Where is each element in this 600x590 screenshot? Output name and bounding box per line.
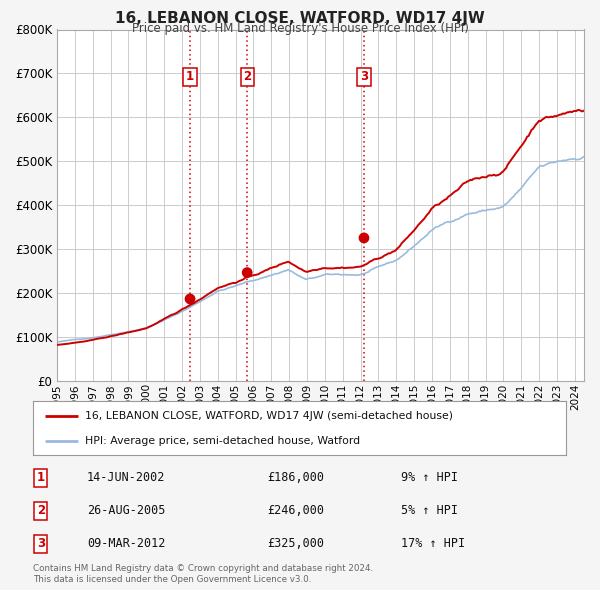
Text: 14-JUN-2002: 14-JUN-2002 <box>87 471 166 484</box>
Text: 2: 2 <box>243 70 251 83</box>
Text: 5% ↑ HPI: 5% ↑ HPI <box>401 504 458 517</box>
Text: 1: 1 <box>186 70 194 83</box>
Text: 9% ↑ HPI: 9% ↑ HPI <box>401 471 458 484</box>
Text: 3: 3 <box>360 70 368 83</box>
Text: 16, LEBANON CLOSE, WATFORD, WD17 4JW: 16, LEBANON CLOSE, WATFORD, WD17 4JW <box>115 11 485 25</box>
Text: £325,000: £325,000 <box>267 537 324 550</box>
Point <box>359 233 369 242</box>
Text: 2: 2 <box>37 504 45 517</box>
Text: 16, LEBANON CLOSE, WATFORD, WD17 4JW (semi-detached house): 16, LEBANON CLOSE, WATFORD, WD17 4JW (se… <box>85 411 453 421</box>
Point <box>242 268 252 277</box>
Text: 1: 1 <box>37 471 45 484</box>
Text: £186,000: £186,000 <box>267 471 324 484</box>
Text: 17% ↑ HPI: 17% ↑ HPI <box>401 537 465 550</box>
Text: 09-MAR-2012: 09-MAR-2012 <box>87 537 166 550</box>
Point <box>185 294 195 304</box>
Text: 26-AUG-2005: 26-AUG-2005 <box>87 504 166 517</box>
Text: Price paid vs. HM Land Registry's House Price Index (HPI): Price paid vs. HM Land Registry's House … <box>131 22 469 35</box>
Text: This data is licensed under the Open Government Licence v3.0.: This data is licensed under the Open Gov… <box>33 575 311 584</box>
Text: 3: 3 <box>37 537 45 550</box>
Text: HPI: Average price, semi-detached house, Watford: HPI: Average price, semi-detached house,… <box>85 436 361 446</box>
Text: £246,000: £246,000 <box>267 504 324 517</box>
Text: Contains HM Land Registry data © Crown copyright and database right 2024.: Contains HM Land Registry data © Crown c… <box>33 565 373 573</box>
